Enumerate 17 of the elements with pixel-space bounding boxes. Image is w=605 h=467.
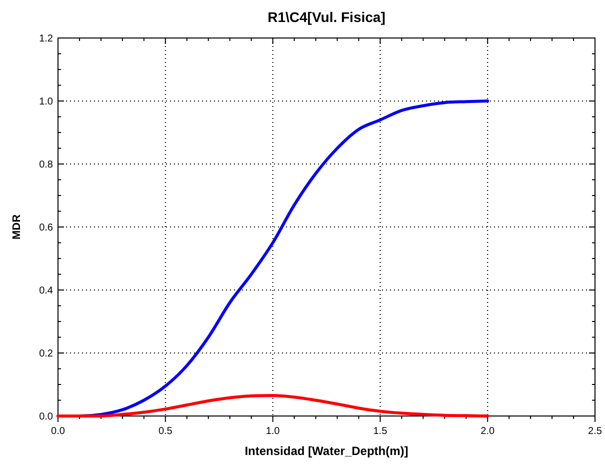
y-tick-label: 0.2	[39, 348, 54, 360]
x-axis-title: Intensidad [Water_Depth(m)]	[244, 444, 408, 458]
x-tick-label: 2.5	[588, 426, 602, 437]
x-tick-label: 0.5	[158, 426, 173, 437]
x-tick-label: 2.0	[480, 426, 495, 437]
y-tick-label: 0.0	[39, 412, 54, 422]
y-tick-label: 1.0	[39, 96, 54, 108]
chart-title: R1\C4[Vul. Fisica]	[268, 9, 386, 25]
x-tick-label: 0.0	[51, 426, 66, 437]
y-tick-label: 1.2	[39, 34, 54, 44]
y-tick-label: 0.8	[39, 160, 54, 170]
y-tick-label: 0.4	[39, 286, 54, 296]
x-tick-label: 1.5	[373, 426, 388, 437]
y-tick-label: 0.6	[39, 222, 54, 234]
y-axis-title: MDR	[11, 214, 23, 240]
x-tick-label: 1.0	[266, 426, 280, 437]
line-series	[56, 394, 490, 418]
